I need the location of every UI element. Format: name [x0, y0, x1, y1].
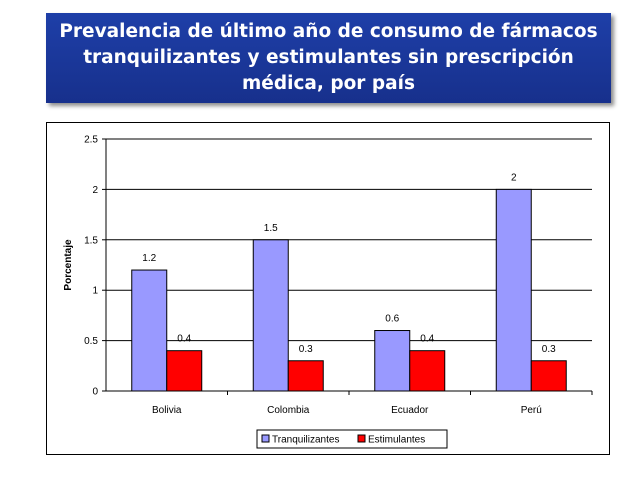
y-tick-label: 2: [92, 185, 98, 196]
chart-frame: [46, 122, 610, 455]
x-category-label: Bolivia: [152, 405, 182, 416]
y-tick-label: 0: [92, 387, 98, 398]
legend-label-tranquilizantes: Tranquilizantes: [272, 435, 339, 446]
x-category-label: Perú: [521, 405, 542, 416]
title-line-2: tranquilizantes y estimulantes sin presc…: [83, 47, 574, 68]
x-category-label: Ecuador: [391, 405, 429, 416]
data-label-tranquilizantes: 2: [511, 172, 517, 183]
title-line-1: Prevalencia de último año de consumo de …: [59, 21, 598, 42]
data-label-estimulantes: 0.4: [177, 334, 191, 345]
bar-estimulantes-ecuador: [409, 350, 446, 392]
title-line-3: médica, por país: [242, 73, 415, 94]
bar-tranquilizantes-perú: [495, 188, 532, 392]
data-label-estimulantes: 0.3: [542, 344, 556, 355]
bar-tranquilizantes-colombia: [252, 239, 289, 392]
bar-tranquilizantes-bolivia: [131, 269, 168, 392]
y-tick-label: 2.5: [84, 135, 98, 146]
legend-box: [256, 429, 448, 449]
data-label-estimulantes: 0.4: [420, 334, 434, 345]
bar-estimulantes-perú: [530, 360, 567, 392]
legend-label-estimulantes: Estimulantes: [368, 435, 425, 446]
bar-estimulantes-colombia: [287, 360, 324, 392]
data-label-tranquilizantes: 1.2: [142, 253, 156, 264]
bar-tranquilizantes-ecuador: [374, 330, 411, 392]
bar-estimulantes-bolivia: [166, 350, 203, 392]
y-tick-label: 0.5: [84, 336, 98, 347]
legend-swatch-estimulantes: [357, 434, 366, 443]
title-banner: Prevalencia de último año de consumo de …: [46, 13, 611, 103]
data-label-tranquilizantes: 0.6: [385, 314, 399, 325]
y-axis-title: Porcentaje: [63, 239, 74, 291]
x-category-label: Colombia: [267, 405, 310, 416]
data-label-tranquilizantes: 1.5: [264, 223, 278, 234]
y-tick-label: 1: [92, 286, 98, 297]
legend-swatch-tranquilizantes: [261, 434, 270, 443]
y-tick-label: 1.5: [84, 235, 98, 246]
data-label-estimulantes: 0.3: [299, 344, 313, 355]
